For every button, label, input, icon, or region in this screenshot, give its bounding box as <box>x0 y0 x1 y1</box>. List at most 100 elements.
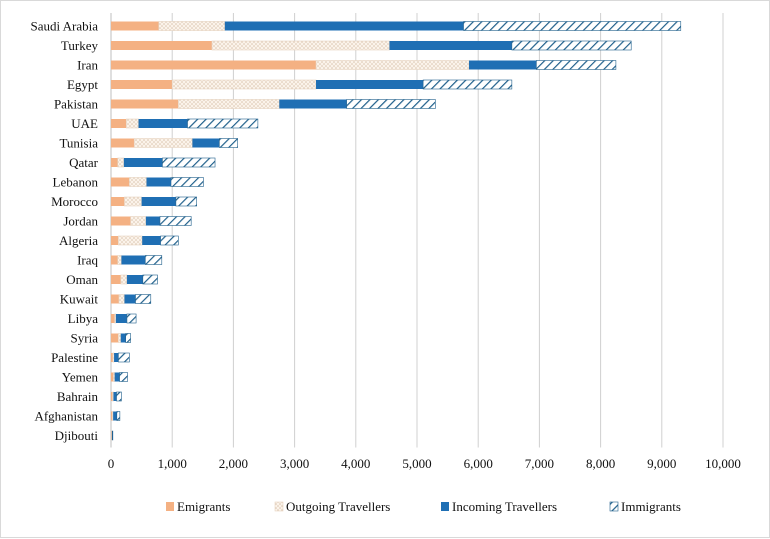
x-tick-label: 5,000 <box>402 456 431 471</box>
category-label: Bahrain <box>57 389 99 404</box>
bar-incoming-travellers <box>279 100 346 109</box>
x-tick-label: 6,000 <box>464 456 493 471</box>
category-label: Palestine <box>51 350 98 365</box>
bar-incoming-travellers <box>316 80 423 89</box>
legend-label-immigrants: Immigrants <box>621 499 681 514</box>
bar-immigrants <box>120 373 128 382</box>
bar-immigrants <box>117 392 122 401</box>
bar-outgoing-travellers <box>134 139 192 148</box>
bar-outgoing-travellers <box>316 61 469 70</box>
bar-outgoing-travellers <box>159 22 225 31</box>
x-tick-label: 2,000 <box>219 456 248 471</box>
category-label: Libya <box>68 311 99 326</box>
category-label: Algeria <box>59 233 98 248</box>
bar-emigrants <box>111 158 118 167</box>
bar-immigrants <box>127 314 136 323</box>
bar-outgoing-travellers <box>131 217 146 226</box>
bar-emigrants <box>111 100 178 109</box>
x-tick-label: 8,000 <box>586 456 615 471</box>
bar-emigrants <box>111 119 126 128</box>
bar-outgoing-travellers <box>124 197 141 206</box>
bar-outgoing-travellers <box>172 80 316 89</box>
bar-outgoing-travellers <box>113 392 114 401</box>
bar-incoming-travellers <box>146 217 160 226</box>
category-label: Lebanon <box>53 175 99 190</box>
bar-emigrants <box>111 256 118 265</box>
legend-swatch-incoming-travellers <box>441 502 449 511</box>
legend-swatch-immigrants <box>610 502 618 511</box>
bar-immigrants <box>117 412 120 421</box>
bar-incoming-travellers <box>113 392 116 401</box>
bar-emigrants <box>111 22 159 31</box>
bar-immigrants <box>145 256 162 265</box>
bar-outgoing-travellers <box>113 373 114 382</box>
category-label: Saudi Arabia <box>30 19 98 34</box>
bar-emigrants <box>111 373 113 382</box>
category-label: Iraq <box>77 253 98 268</box>
bar-immigrants <box>162 158 215 167</box>
bar-outgoing-travellers <box>118 334 120 343</box>
category-label: Oman <box>66 272 98 287</box>
bar-immigrants <box>536 61 616 70</box>
bar-emigrants <box>111 334 118 343</box>
x-tick-label: 10,000 <box>705 456 741 471</box>
category-label: Syria <box>71 331 99 346</box>
bar-emigrants <box>111 217 131 226</box>
category-label: Tunisia <box>59 136 98 151</box>
bar-immigrants <box>423 80 512 89</box>
bar-incoming-travellers <box>192 139 219 148</box>
category-label: Iran <box>77 58 98 73</box>
bar-outgoing-travellers <box>121 275 127 284</box>
legend-swatch-outgoing-travellers <box>275 502 283 511</box>
bar-emigrants <box>111 139 134 148</box>
category-label: Pakistan <box>54 97 99 112</box>
x-tick-label: 0 <box>108 456 115 471</box>
x-tick-label: 1,000 <box>158 456 187 471</box>
bar-emigrants <box>111 295 119 304</box>
bar-outgoing-travellers <box>112 412 113 421</box>
bar-emigrants <box>111 236 118 245</box>
bar-incoming-travellers <box>116 314 127 323</box>
bar-incoming-travellers <box>225 22 464 31</box>
bar-immigrants <box>512 41 631 50</box>
bar-immigrants <box>464 22 681 31</box>
x-tick-label: 4,000 <box>341 456 370 471</box>
bar-immigrants <box>161 236 179 245</box>
bar-immigrants <box>118 353 129 362</box>
bar-outgoing-travellers <box>115 314 116 323</box>
bar-emigrants <box>111 80 172 89</box>
bar-immigrants <box>171 178 203 187</box>
bar-outgoing-travellers <box>113 353 114 362</box>
bar-incoming-travellers <box>469 61 536 70</box>
category-label: Morocco <box>51 194 98 209</box>
bar-incoming-travellers <box>115 373 120 382</box>
bar-incoming-travellers <box>124 295 135 304</box>
bar-incoming-travellers <box>114 353 118 362</box>
bar-emigrants <box>111 314 115 323</box>
bar-emigrants <box>111 197 124 206</box>
category-label: UAE <box>71 116 98 131</box>
category-label: Egypt <box>67 77 98 92</box>
category-label: Yemen <box>62 370 99 385</box>
bar-immigrants <box>160 217 191 226</box>
x-tick-label: 3,000 <box>280 456 309 471</box>
legend-label-incoming-travellers: Incoming Travellers <box>452 499 557 514</box>
bar-incoming-travellers <box>113 412 117 421</box>
legend-label-outgoing-travellers: Outgoing Travellers <box>286 499 390 514</box>
bar-incoming-travellers <box>142 197 176 206</box>
category-label: Djibouti <box>55 428 99 443</box>
bar-emigrants <box>111 275 121 284</box>
bar-incoming-travellers <box>121 334 126 343</box>
bar-emigrants <box>111 178 129 187</box>
bar-outgoing-travellers <box>119 295 125 304</box>
bar-emigrants <box>111 61 316 70</box>
bar-outgoing-travellers <box>118 256 122 265</box>
x-tick-label: 7,000 <box>525 456 554 471</box>
bar-immigrants <box>135 295 150 304</box>
bar-outgoing-travellers <box>118 158 124 167</box>
bar-outgoing-travellers <box>212 41 389 50</box>
bar-immigrants <box>219 139 237 148</box>
